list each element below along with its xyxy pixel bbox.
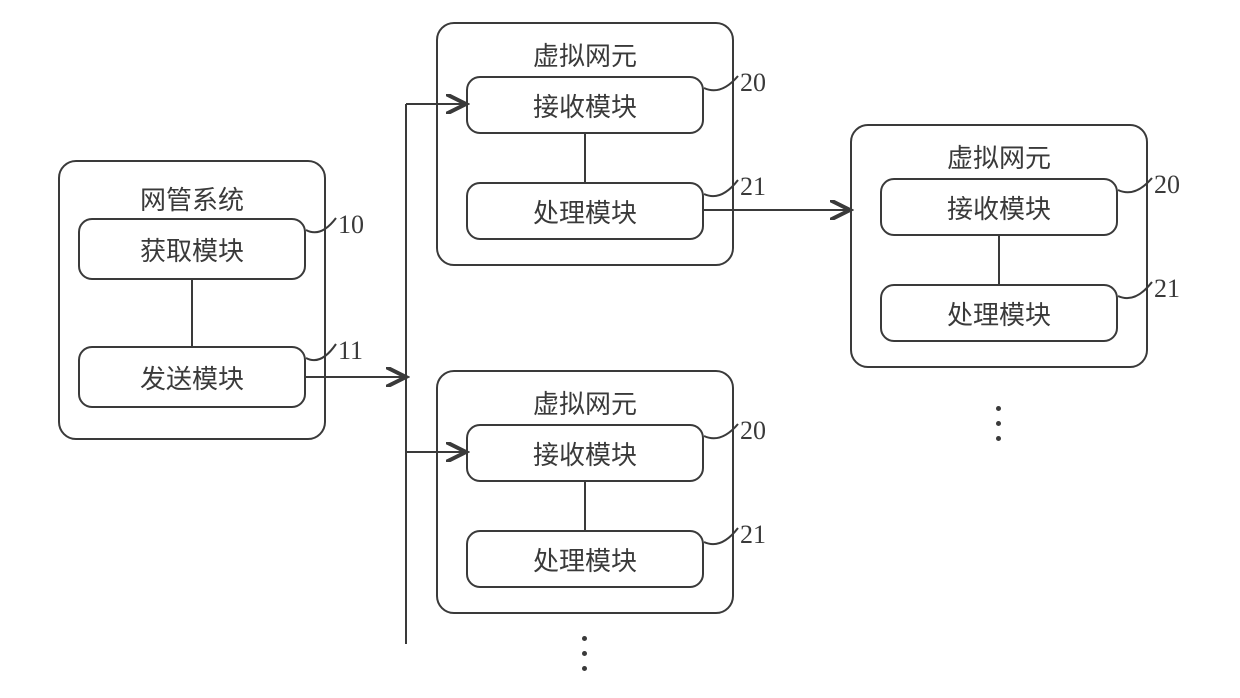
module-send: 发送模块	[78, 346, 306, 408]
tag-20-a: 20	[740, 68, 766, 98]
group-vne2-title: 虚拟网元	[438, 384, 732, 421]
tag-21-a: 21	[740, 172, 766, 202]
module-vne1-proc-label: 处理模块	[533, 193, 637, 230]
tag-21-b: 21	[740, 520, 766, 550]
tag-21-c: 21	[1154, 274, 1180, 304]
tag-20-b: 20	[740, 416, 766, 446]
module-vne3-recv: 接收模块	[880, 178, 1118, 236]
ellipsis-right	[996, 406, 1001, 441]
module-acquire: 获取模块	[78, 218, 306, 280]
module-vne3-proc-label: 处理模块	[947, 295, 1051, 332]
module-acquire-label: 获取模块	[140, 231, 244, 268]
tag-10: 10	[338, 210, 364, 240]
module-vne2-recv-label: 接收模块	[533, 435, 637, 472]
module-vne1-recv: 接收模块	[466, 76, 704, 134]
module-vne2-proc-label: 处理模块	[533, 541, 637, 578]
group-nms-title: 网管系统	[60, 180, 324, 217]
group-vne1-title: 虚拟网元	[438, 36, 732, 73]
module-vne2-recv: 接收模块	[466, 424, 704, 482]
module-vne2-proc: 处理模块	[466, 530, 704, 588]
tag-20-c: 20	[1154, 170, 1180, 200]
tag-11: 11	[338, 336, 363, 366]
module-vne1-proc: 处理模块	[466, 182, 704, 240]
diagram-canvas: 网管系统 获取模块 发送模块 虚拟网元 接收模块 处理模块 虚拟网元 接收模块 …	[0, 0, 1240, 698]
module-vne1-recv-label: 接收模块	[533, 87, 637, 124]
ellipsis-middle	[582, 636, 587, 671]
module-vne3-recv-label: 接收模块	[947, 189, 1051, 226]
group-vne3-title: 虚拟网元	[852, 138, 1146, 175]
module-send-label: 发送模块	[140, 359, 244, 396]
module-vne3-proc: 处理模块	[880, 284, 1118, 342]
